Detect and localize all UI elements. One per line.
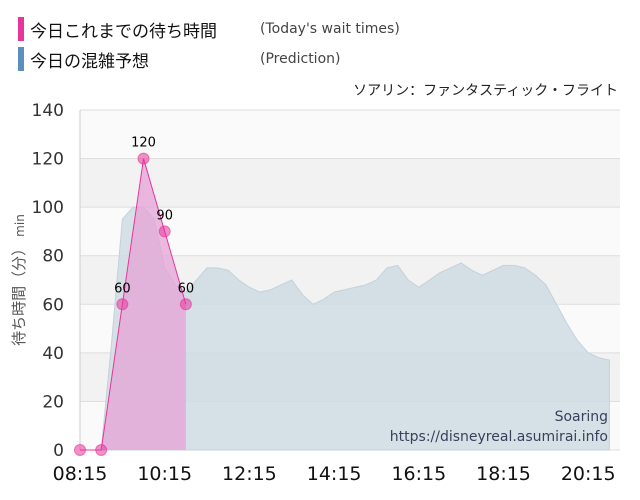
x-tick-label: 10:15 — [137, 463, 192, 485]
grid-band — [80, 158, 620, 208]
today-point — [179, 298, 192, 311]
attraction-name: ソアリン：ファンタスティック・フライト — [353, 83, 618, 99]
legend-today-en: (Today's wait times) — [260, 21, 400, 37]
y-axis-label: 待ち時間（分）min — [10, 214, 28, 346]
data-label: 60 — [178, 281, 195, 296]
legend-prediction-swatch — [18, 47, 24, 71]
y-tick-label: 40 — [42, 344, 64, 364]
y-tick-label: 60 — [42, 295, 64, 315]
x-tick-label: 08:15 — [53, 463, 108, 485]
legend-prediction: 今日の混雑予想 — [18, 46, 149, 72]
x-tick-label: 14:15 — [307, 463, 362, 485]
legend-prediction-label: 今日の混雑予想 — [30, 51, 149, 72]
data-label: 120 — [131, 136, 156, 151]
y-tick-label: 0 — [53, 441, 64, 461]
y-tick-label: 20 — [42, 392, 64, 412]
x-tick-label: 18:15 — [476, 463, 531, 485]
y-tick-label: 80 — [42, 247, 64, 267]
today-point — [95, 444, 108, 456]
today-point — [158, 225, 171, 238]
data-label: 60 — [114, 281, 131, 296]
watermark-title: Soaring — [555, 409, 608, 425]
data-label: 90 — [156, 208, 173, 223]
x-tick-label: 20:15 — [561, 463, 616, 485]
legend-today-swatch — [18, 17, 24, 41]
y-tick-label: 120 — [32, 150, 64, 170]
today-point — [137, 152, 150, 165]
y-tick-label: 100 — [32, 198, 64, 218]
x-tick-label: 16:15 — [391, 463, 446, 485]
legend-prediction-en: (Prediction) — [260, 51, 341, 67]
x-tick-label: 12:15 — [222, 463, 277, 485]
today-point — [74, 444, 86, 456]
today-point — [116, 298, 129, 311]
legend-today: 今日これまでの待ち時間 — [18, 16, 217, 42]
watermark-url: https://disneyreal.asumirai.info — [390, 429, 608, 445]
y-tick-label: 140 — [32, 101, 64, 121]
legend-today-label: 今日これまでの待ち時間 — [30, 21, 217, 42]
